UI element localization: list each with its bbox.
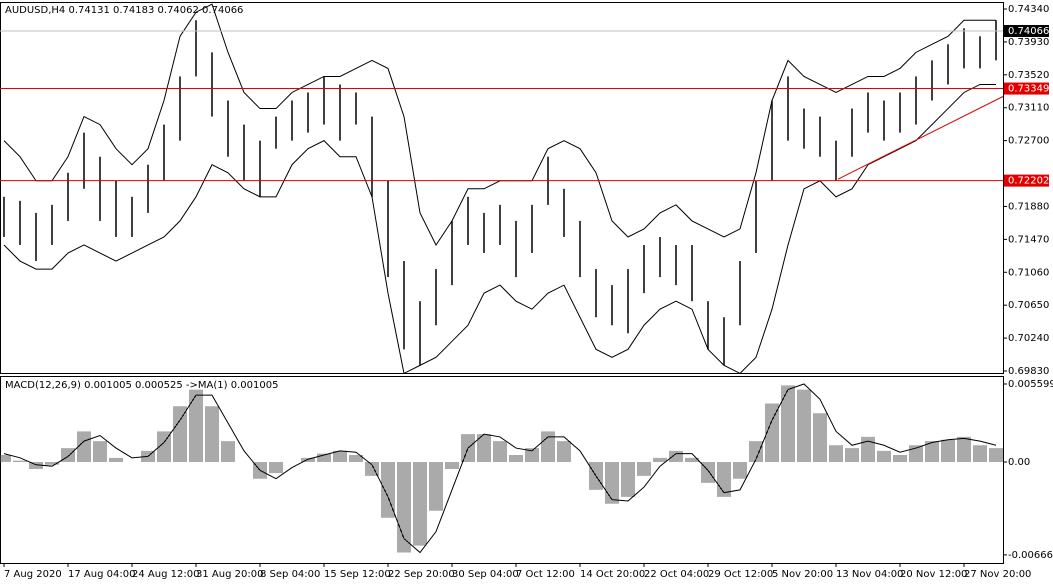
x-tick-label: 30 Sep 04:00 xyxy=(452,569,519,580)
y-tick-label: 0.70650 xyxy=(1008,300,1049,311)
x-tick-label: 5 Nov 20:00 xyxy=(772,569,833,580)
x-tick-label: 15 Sep 12:00 xyxy=(324,569,391,580)
level-label-box xyxy=(1004,82,1049,95)
y-tick-label: 0.73930 xyxy=(1008,37,1049,48)
signal-line xyxy=(3,383,997,554)
x-tick-label: 8 Sep 04:00 xyxy=(260,569,320,580)
current-price-label: 0.74066 xyxy=(1008,26,1049,37)
trend-line xyxy=(837,96,1004,180)
x-tick-label: 7 Oct 12:00 xyxy=(516,569,575,580)
x-tick-label: 31 Aug 20:00 xyxy=(196,569,263,580)
y-tick-label: 0.72700 xyxy=(1008,136,1049,147)
y-tick-label: 0.73110 xyxy=(1008,103,1049,114)
y-tick-label: 0.00 xyxy=(1008,457,1030,468)
x-tick-label: 29 Oct 12:00 xyxy=(708,569,773,580)
x-tick-label: 17 Aug 04:00 xyxy=(68,569,135,580)
y-tick-label: 0.69830 xyxy=(1008,366,1049,377)
x-tick-label: 22 Oct 04:00 xyxy=(644,569,709,580)
y-tick-label: 0.005599 xyxy=(1008,379,1053,390)
x-tick-label: 27 Nov 20:00 xyxy=(964,569,1031,580)
x-tick-label: 24 Aug 12:00 xyxy=(132,569,199,580)
current-price-box xyxy=(1004,25,1049,38)
level-label: 0.73349 xyxy=(1008,84,1049,95)
y-tick-label: 0.71470 xyxy=(1008,234,1049,245)
y-tick-label: 0.70240 xyxy=(1008,333,1049,344)
band-line xyxy=(3,83,996,375)
macd-title: MACD(12,26,9) 0.001005 0.000525 ->MA(1) … xyxy=(5,380,278,391)
level-label: 0.72202 xyxy=(1008,176,1049,187)
price-panel xyxy=(0,2,1004,374)
x-tick-label: 7 Aug 2020 xyxy=(4,569,62,580)
y-tick-label: -0.006666 xyxy=(1008,550,1053,561)
macd-panel xyxy=(0,376,1004,564)
y-tick-label: 0.73520 xyxy=(1008,70,1049,81)
x-tick-label: 13 Nov 04:00 xyxy=(836,569,903,580)
y-tick-label: 0.71880 xyxy=(1008,201,1049,212)
y-tick-label: 0.74340 xyxy=(1008,4,1049,15)
y-tick-label: 0.71060 xyxy=(1008,267,1049,278)
x-tick-label: 20 Nov 12:00 xyxy=(900,569,967,580)
x-tick-label: 14 Oct 20:00 xyxy=(580,569,645,580)
x-tick-label: 22 Sep 20:00 xyxy=(388,569,455,580)
price-title: AUDUSD,H4 0.74131 0.74183 0.74062 0.7406… xyxy=(5,5,243,16)
level-label-box xyxy=(1004,174,1049,187)
